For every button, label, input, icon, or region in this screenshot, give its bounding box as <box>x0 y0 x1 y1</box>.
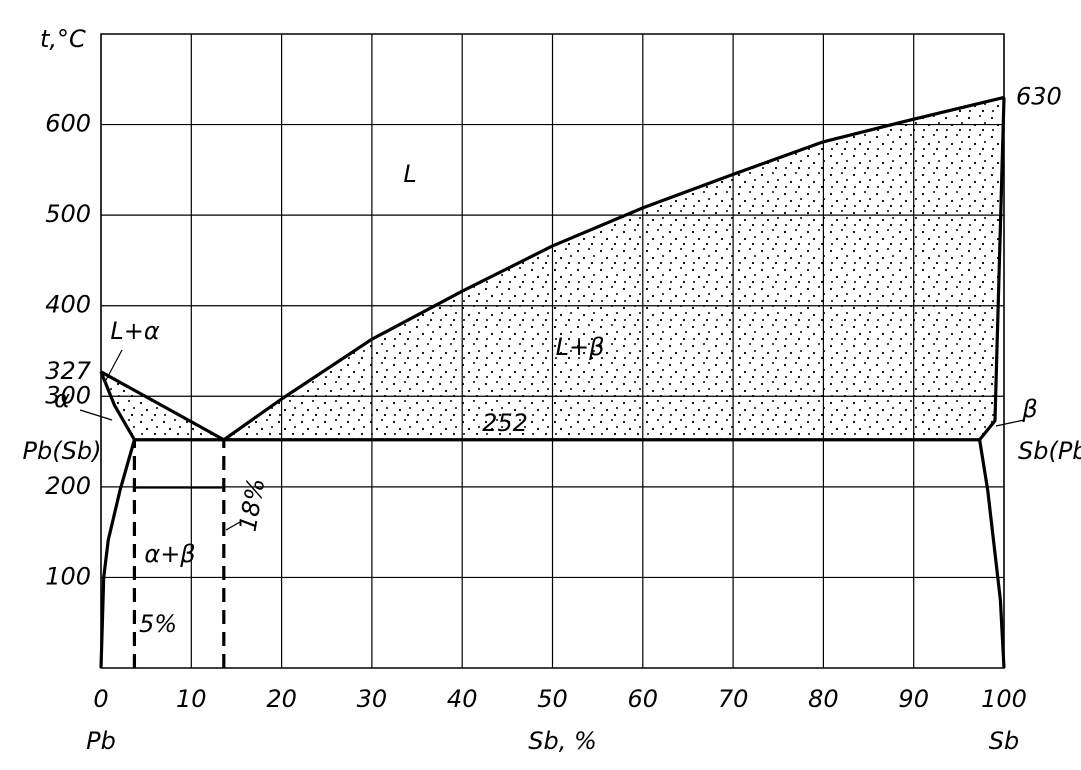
phase-boundary <box>99 439 136 669</box>
temperature-label: 327 <box>45 357 92 385</box>
x-tick-label: 20 <box>266 685 297 713</box>
phase-boundary <box>100 370 225 442</box>
y-tick-label: 300 <box>45 381 91 409</box>
annotation: 18% <box>234 476 271 533</box>
x-tick-label: 100 <box>981 685 1027 713</box>
annotation: β <box>1021 395 1037 423</box>
x-tick-label: 40 <box>447 685 478 713</box>
annotation: 5% <box>139 610 177 638</box>
x-axis-label: Sb, % <box>528 727 597 755</box>
x-tick-label: 0 <box>93 685 108 713</box>
x-tick-label: 60 <box>628 685 659 713</box>
stipple-region <box>223 97 1005 440</box>
annotation: L+α <box>110 317 159 345</box>
y-tick-label: 200 <box>45 472 91 500</box>
leader-line <box>79 409 113 421</box>
y-tick-label: 400 <box>45 291 91 319</box>
leader-line <box>995 419 1025 427</box>
annotation: α <box>54 385 70 413</box>
y-tick-label: 600 <box>45 110 91 138</box>
phase-boundary <box>978 439 1006 669</box>
temperature-label: 630 <box>1016 82 1062 110</box>
y-tick-label: 500 <box>45 200 91 228</box>
x-tick-label: 90 <box>898 685 929 713</box>
annotation: L+β <box>556 333 605 361</box>
x-tick-label: 50 <box>537 685 568 713</box>
leader-line <box>105 349 123 381</box>
annotation: α+β <box>144 540 195 568</box>
x-end-label: Sb <box>989 727 1019 755</box>
y-tick-label: 100 <box>45 562 91 590</box>
leader-line <box>225 521 241 531</box>
annotation: 252 <box>482 409 528 437</box>
phase-boundary <box>99 371 136 441</box>
annotation: Sb(Pb) <box>1018 437 1081 465</box>
phase-boundary <box>222 95 1005 442</box>
x-tick-label: 70 <box>718 685 749 713</box>
x-end-label: Pb <box>86 727 116 755</box>
x-tick-label: 80 <box>808 685 839 713</box>
x-tick-label: 30 <box>357 685 388 713</box>
annotation: Pb(Sb) <box>23 437 102 465</box>
x-tick-label: 10 <box>176 685 207 713</box>
annotation: L <box>403 160 416 188</box>
phase-boundary <box>978 97 1006 441</box>
y-axis-label: t,°C <box>40 25 86 53</box>
